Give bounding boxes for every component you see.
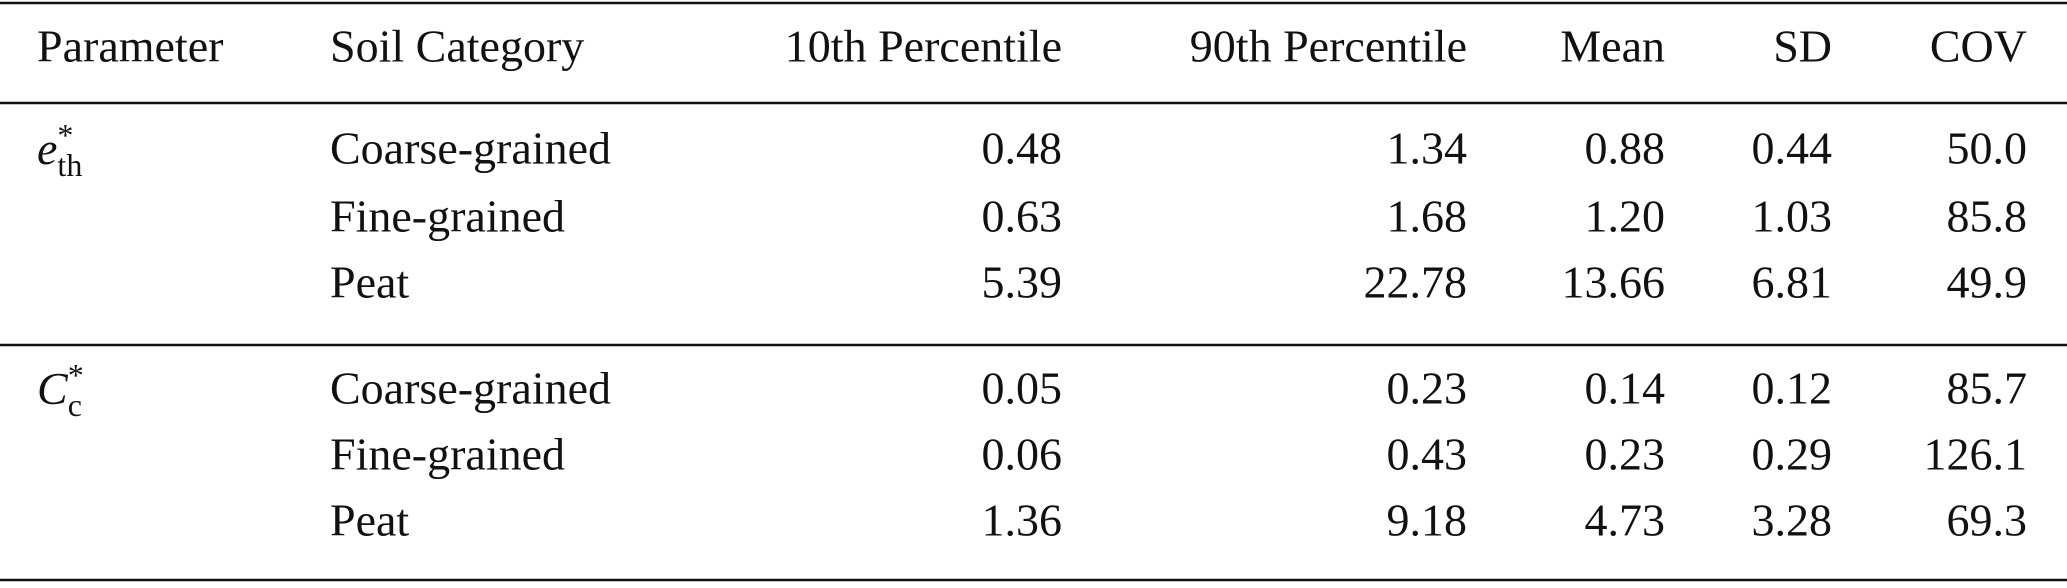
cell-value: 49.9 (1947, 257, 2028, 308)
parameter-symbol: e* th (37, 117, 82, 183)
subscript: th (57, 147, 82, 183)
soil-category: Coarse-grained (330, 123, 611, 174)
soil-category: Peat (330, 495, 409, 546)
cell-value: 0.44 (1752, 123, 1833, 174)
cell-value: 0.48 (982, 123, 1063, 174)
cell-value: 85.7 (1947, 363, 2028, 414)
cell-value: 1.36 (982, 495, 1063, 546)
column-header: 10th Percentile (785, 21, 1062, 72)
cell-value: 1.03 (1752, 191, 1833, 242)
column-header: Soil Category (330, 21, 584, 72)
cell-value: 4.73 (1585, 495, 1666, 546)
cell-value: 13.66 (1562, 257, 1666, 308)
cell-value: 0.88 (1585, 123, 1666, 174)
cell-value: 1.20 (1585, 191, 1666, 242)
cell-value: 5.39 (982, 257, 1063, 308)
column-header: 90th Percentile (1190, 21, 1467, 72)
superscript: * (57, 117, 73, 153)
cell-value: 85.8 (1947, 191, 2028, 242)
column-header: Parameter (37, 21, 223, 72)
symbol: C (37, 363, 69, 414)
cell-value: 0.23 (1387, 363, 1468, 414)
cell-value: 1.68 (1387, 191, 1468, 242)
symbol: e (37, 123, 57, 174)
cell-value: 50.0 (1947, 123, 2028, 174)
cell-value: 0.23 (1585, 429, 1666, 480)
cell-value: 0.29 (1752, 429, 1833, 480)
cell-value: 9.18 (1387, 495, 1468, 546)
soil-category: Coarse-grained (330, 363, 611, 414)
column-header: SD (1773, 21, 1832, 72)
cell-value: 6.81 (1752, 257, 1833, 308)
cell-value: 0.05 (982, 363, 1063, 414)
superscript: * (68, 357, 84, 393)
cell-value: 0.12 (1752, 363, 1833, 414)
soil-category: Fine-grained (330, 429, 565, 480)
soil-category: Peat (330, 257, 409, 308)
cell-value: 22.78 (1364, 257, 1468, 308)
cell-value: 3.28 (1752, 495, 1833, 546)
cell-value: 69.3 (1947, 495, 2028, 546)
subscript: c (68, 387, 82, 423)
soil-category: Fine-grained (330, 191, 565, 242)
cell-value: 0.14 (1585, 363, 1666, 414)
cell-value: 1.34 (1387, 123, 1468, 174)
column-header: Mean (1560, 21, 1665, 72)
cell-value: 126.1 (1924, 429, 2028, 480)
cell-value: 0.63 (982, 191, 1063, 242)
cell-value: 0.43 (1387, 429, 1468, 480)
parameter-symbol: C* c (37, 357, 84, 423)
column-header: COV (1930, 21, 2027, 72)
cell-value: 0.06 (982, 429, 1063, 480)
